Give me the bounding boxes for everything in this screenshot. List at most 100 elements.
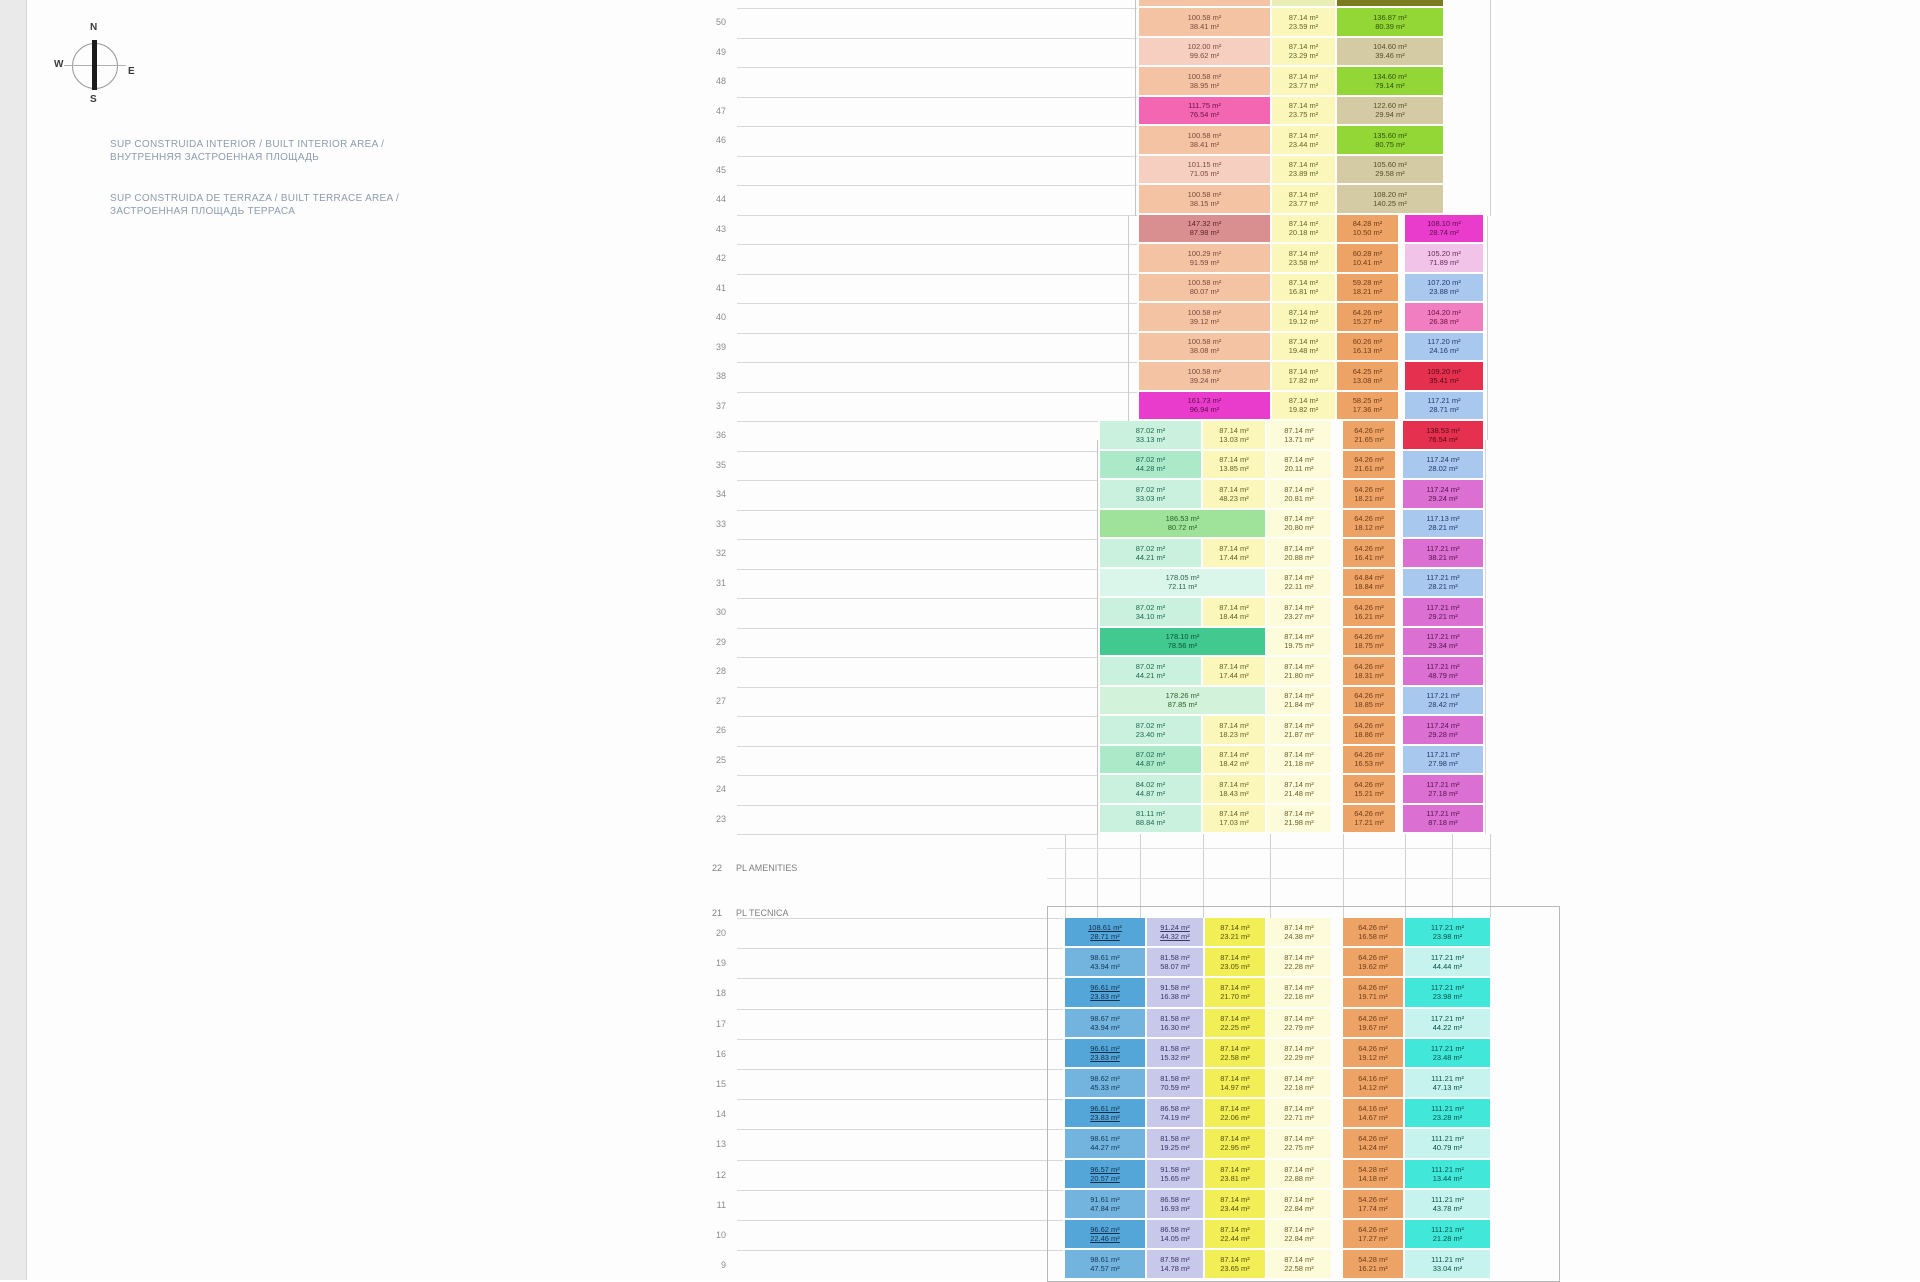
unit-area-cell: 87.14 m² 23.58 m² xyxy=(1272,244,1335,272)
unit-area-cell: 87.14 m² 22.84 m² xyxy=(1267,1220,1331,1249)
unit-area-cell: 91.58 m² 16.38 m² xyxy=(1147,978,1203,1007)
floor-gridline xyxy=(737,775,1098,776)
floor-gridline xyxy=(737,37,1137,39)
unit-area-cell: 135.60 m² 80.75 m² xyxy=(1337,126,1443,154)
unit-area-cell: 87.02 m² 44.87 m² xyxy=(1100,745,1201,773)
unit-area-cell: 100.58 m² 38.95 m² xyxy=(1139,67,1270,95)
unit-area-cell: 105.20 m² 71.89 m² xyxy=(1405,244,1483,272)
unit-area-cell: 111.75 m² 76.54 m² xyxy=(1139,96,1270,124)
floor-gridline xyxy=(737,834,1098,835)
unit-area-cell: 87.14 m² 22.11 m² xyxy=(1267,568,1331,596)
unit-area-cell: 117.24 m² 29.24 m² xyxy=(1403,480,1483,508)
unit-area-cell: 117.24 m² 29.28 m² xyxy=(1403,716,1483,744)
floor-gridline xyxy=(737,421,1098,422)
unit-area-cell: 111.21 m² 23.28 m² xyxy=(1405,1099,1490,1128)
unit-area-cell: 64.26 m² 15.27 m² xyxy=(1337,303,1398,331)
floor-label: 44 xyxy=(715,194,726,204)
unit-area-cell: 64.26 m² 16.21 m² xyxy=(1343,598,1395,626)
floor-label: 43 xyxy=(715,223,726,234)
unit-area-cell: 96.61 m² 23.83 m² xyxy=(1065,1038,1145,1067)
unit-area-cell: 100.58 m² 38.41 m² xyxy=(1139,126,1270,154)
unit-area-cell: 54.28 m² 14.18 m² xyxy=(1343,1159,1403,1188)
unit-area-cell: 87.14 m² 22.25 m² xyxy=(1205,1008,1265,1037)
unit-area-cell: 87.14 m² 22.06 m² xyxy=(1205,1099,1265,1128)
unit-area-cell: 117.21 m² 27.98 m² xyxy=(1403,745,1483,773)
unit-area-cell: 86.58 m² 14.05 m² xyxy=(1147,1220,1203,1249)
unit-area-cell: 87.14 m² 21.48 m² xyxy=(1267,775,1331,803)
unit-area-cell: 117.21 m² 87.18 m² xyxy=(1403,804,1483,832)
floor-gridline xyxy=(1047,878,1490,879)
unit-area-cell: 87.14 m² 21.98 m² xyxy=(1267,804,1331,832)
floor-label: 26 xyxy=(715,725,726,735)
floor-gridline xyxy=(737,391,1137,393)
unit-area-cell: 117.21 m² 44.22 m² xyxy=(1405,1008,1490,1037)
unit-area-cell: 87.14 m² 23.89 m² xyxy=(1272,155,1335,183)
floor-label: 14 xyxy=(715,1109,726,1120)
floor-gridline xyxy=(737,303,1137,304)
floor-label: 28 xyxy=(715,666,726,676)
unit-area-cell: 87.14 m² 22.18 m² xyxy=(1267,1069,1331,1098)
floor-gridline xyxy=(737,362,1137,363)
floor-label: 48 xyxy=(715,76,726,86)
unit-area-cell: 117.21 m² 38.21 m² xyxy=(1403,539,1483,567)
unit-area-cell: 87.14 m² 22.79 m² xyxy=(1267,1008,1331,1037)
unit-area-cell: 87.14 m² 21.70 m² xyxy=(1205,978,1265,1007)
floor-gridline xyxy=(737,155,1137,157)
unit-area-cell: 64.26 m² 21.61 m² xyxy=(1343,450,1395,478)
unit-area-cell: 98.67 m² 43.94 m² xyxy=(1065,1008,1145,1037)
unit-area-cell: 87.14 m² 20.11 m² xyxy=(1267,450,1331,478)
unit-area-cell: 87.14 m² 23.59 m² xyxy=(1272,8,1335,36)
floor-label: 39 xyxy=(715,341,726,352)
unit-area-cell: 64.16 m² 14.12 m² xyxy=(1343,1069,1403,1098)
floor-gridline xyxy=(737,568,1098,570)
unit-area-cell: 64.26 m² 15.21 m² xyxy=(1343,775,1395,803)
unit-area-cell: 87.14 m² 19.12 m² xyxy=(1272,303,1335,331)
profile-line xyxy=(1135,0,1136,216)
unit-area-cell: 117.21 m² 29.34 m² xyxy=(1403,627,1483,655)
compass-south-label: S xyxy=(90,94,97,105)
unit-area-cell: 86.58 m² 74.19 m² xyxy=(1147,1099,1203,1128)
unit-area-cell: 96.62 m² 22.46 m² xyxy=(1065,1220,1145,1249)
unit-area-cell: 84.02 m² 44.87 m² xyxy=(1100,775,1201,803)
unit-area-cell: 87.14 m² 23.21 m² xyxy=(1205,918,1265,947)
unit-area-cell: 87.14 m² 22.44 m² xyxy=(1205,1220,1265,1249)
floor-gridline xyxy=(737,627,1098,629)
floor-label: 12 xyxy=(715,1169,726,1180)
unit-area-cell: 87.14 m² 23.77 m² xyxy=(1272,185,1335,213)
unit-area-cell: 87.14 m² 17.03 m² xyxy=(1203,804,1265,832)
floor-label: 16 xyxy=(715,1048,726,1059)
unit-area-cell: 117.21 m² 27.18 m² xyxy=(1403,775,1483,803)
floor-gridline xyxy=(737,450,1098,452)
unit-area-cell: 64.26 m² 19.67 m² xyxy=(1343,1008,1403,1037)
floor-label: 25 xyxy=(715,754,726,765)
unit-area-cell: 87.14 m² 23.05 m² xyxy=(1205,948,1265,977)
legend-terrace-line1: SUP CONSTRUIDA DE TERRAZA / BUILT TERRAC… xyxy=(110,193,400,204)
floor-gridline xyxy=(737,1008,1063,1010)
unit-area-cell: 91.58 m² 15.65 m² xyxy=(1147,1159,1203,1188)
unit-area-cell: 87.02 m² 44.28 m² xyxy=(1100,450,1201,478)
floor-label: 40 xyxy=(715,312,726,322)
unit-area-cell: 100.58 m² 38.08 m² xyxy=(1139,332,1270,360)
unit-area-cell: 87.02 m² 33.13 m² xyxy=(1100,421,1201,449)
unit-area-cell: 64.26 m² 16.58 m² xyxy=(1343,918,1403,947)
floor-label-pl-tecnica: 21 PL TECNICA xyxy=(712,908,789,918)
unit-area-cell: 178.10 m² 78.56 m² xyxy=(1100,627,1265,655)
unit-area-cell: 117.21 m² 28.42 m² xyxy=(1403,686,1483,714)
floor-gridline xyxy=(1047,848,1490,849)
unit-area-cell: 98.61 m² 44.27 m² xyxy=(1065,1129,1145,1158)
unit-area-cell: 100.58 m² 39.24 m² xyxy=(1139,362,1270,390)
unit-area-cell: 108.20 m² 140.25 m² xyxy=(1337,185,1443,213)
floor-gridline xyxy=(737,1099,1063,1101)
unit-area-cell: 111.21 m² 21.28 m² xyxy=(1405,1220,1490,1249)
unit-area-cell: 100.58 m² 38.41 m² xyxy=(1139,8,1270,36)
unit-area-cell: 96.61 m² 23.83 m² xyxy=(1065,978,1145,1007)
unit-area-cell: 87.14 m² 19.48 m² xyxy=(1272,332,1335,360)
unit-area-cell: 81.58 m² 15.32 m² xyxy=(1147,1038,1203,1067)
unit-area-cell: 81.11 m² 88.84 m² xyxy=(1100,804,1201,832)
floor-label: 35 xyxy=(715,459,726,470)
unit-area-cell: 64.26 m² 19.71 m² xyxy=(1343,978,1403,1007)
floor-label: 41 xyxy=(715,282,726,293)
unit-area-cell: 87.14 m² 23.77 m² xyxy=(1272,67,1335,95)
unit-area-cell: 87.14 m² 21.87 m² xyxy=(1267,716,1331,744)
